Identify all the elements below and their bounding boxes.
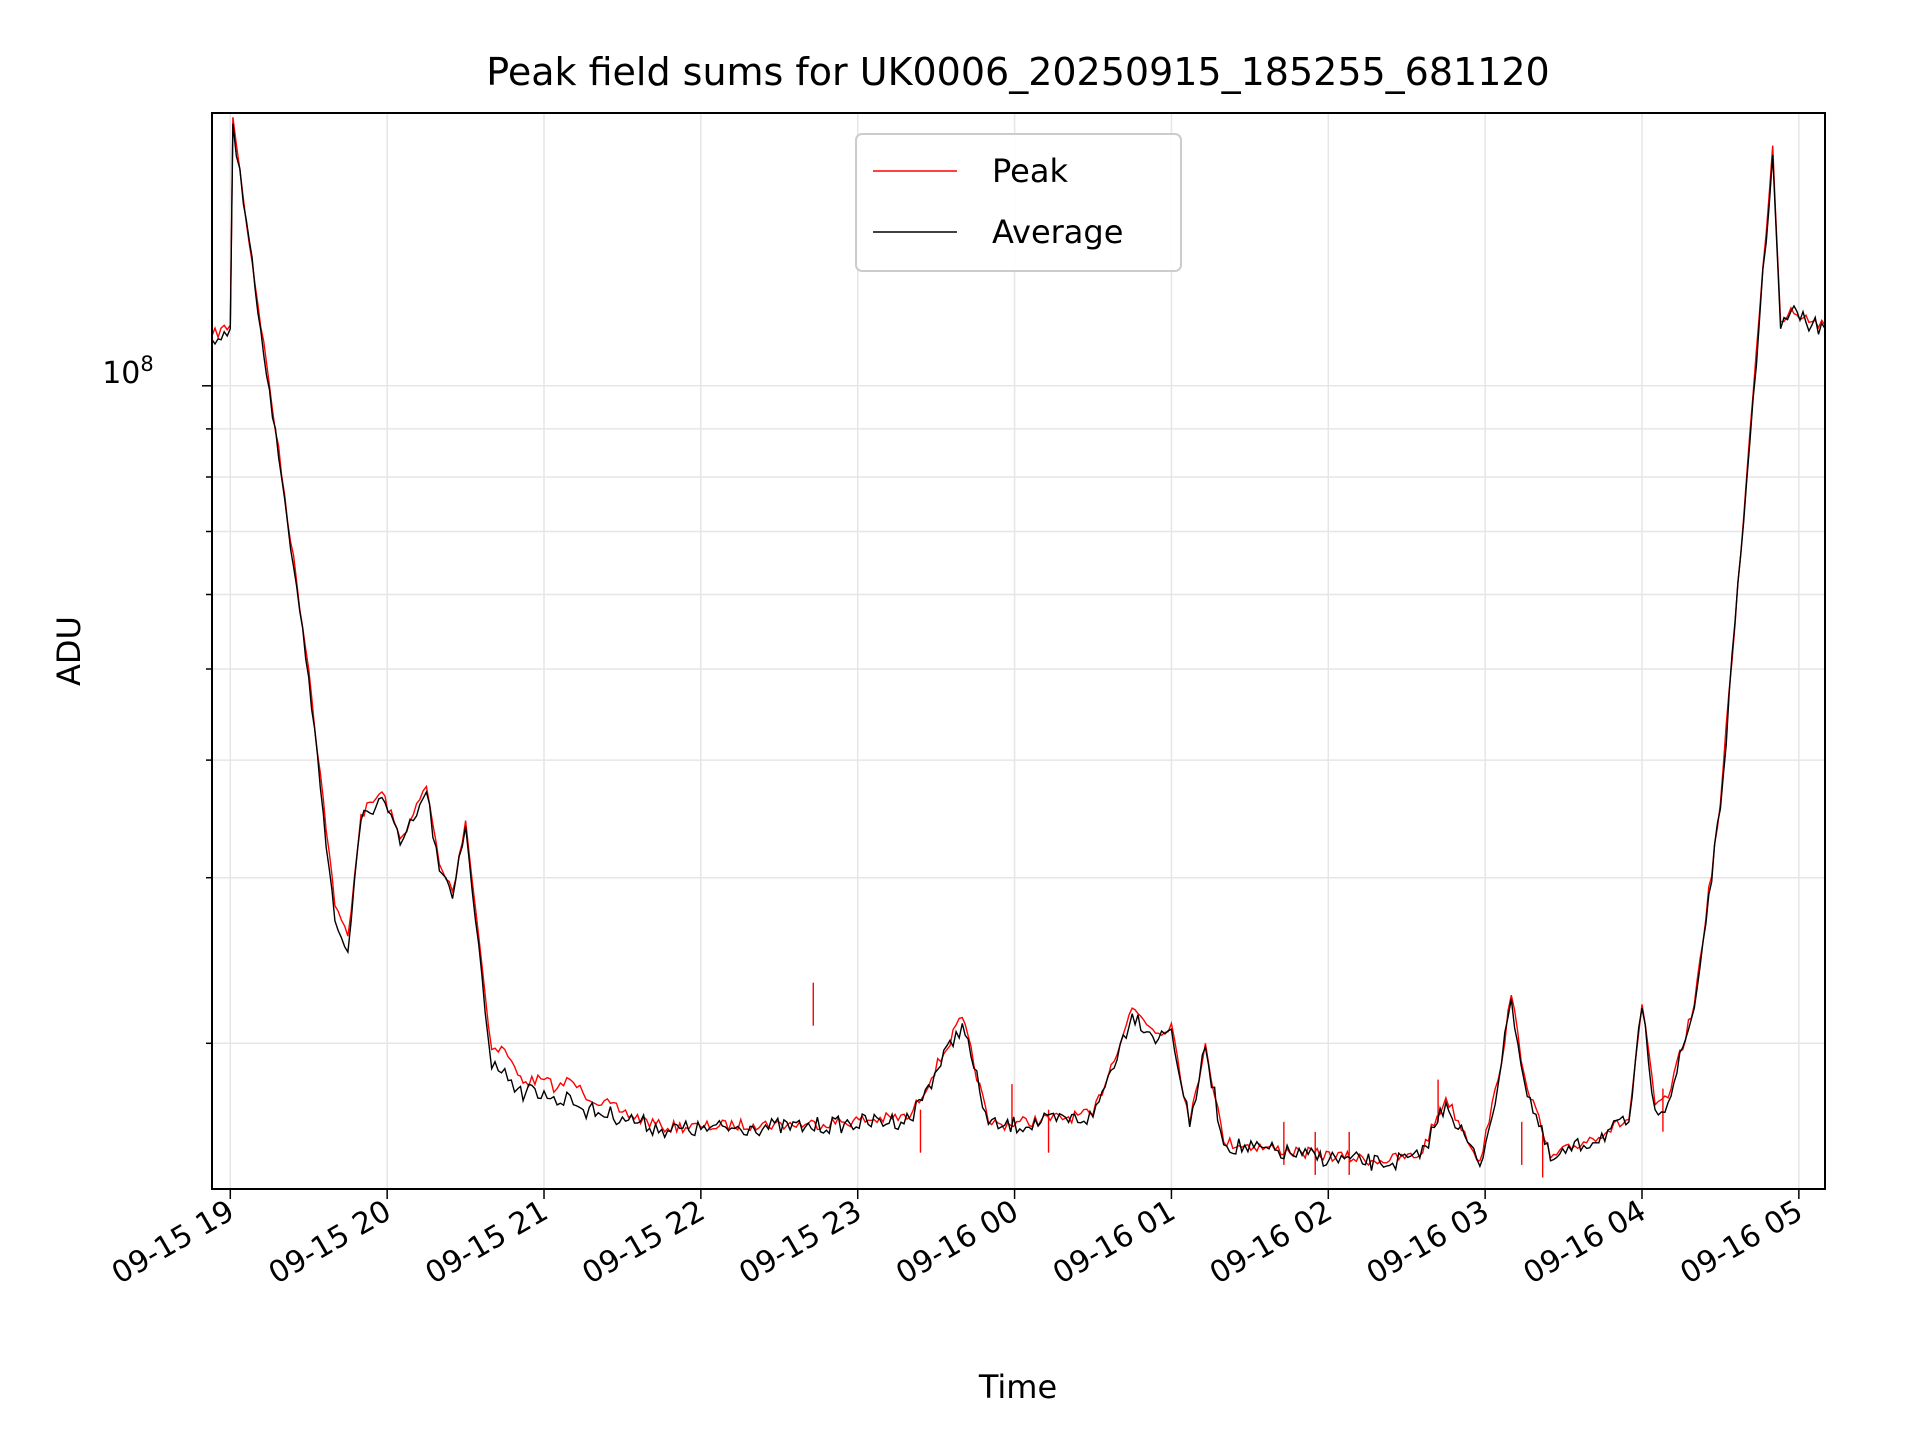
y-tick-label: 108: [102, 352, 154, 391]
plot-series: [211, 117, 1826, 1178]
series-line-peak: [211, 117, 1826, 1167]
y-axis-label: ADU: [50, 616, 88, 686]
legend-label-average: Average: [992, 213, 1123, 251]
y-axis-ticks: 108: [102, 352, 212, 1045]
plot-frame: [211, 112, 1826, 1190]
series-line-average: [211, 123, 1826, 1172]
chart-title: Peak field sums for UK0006_20250915_1852…: [486, 50, 1549, 94]
legend: Peak Average: [855, 133, 1182, 272]
x-axis-label: Time: [978, 1368, 1057, 1406]
legend-label-peak: Peak: [992, 152, 1068, 190]
legend-box: [855, 133, 1182, 272]
